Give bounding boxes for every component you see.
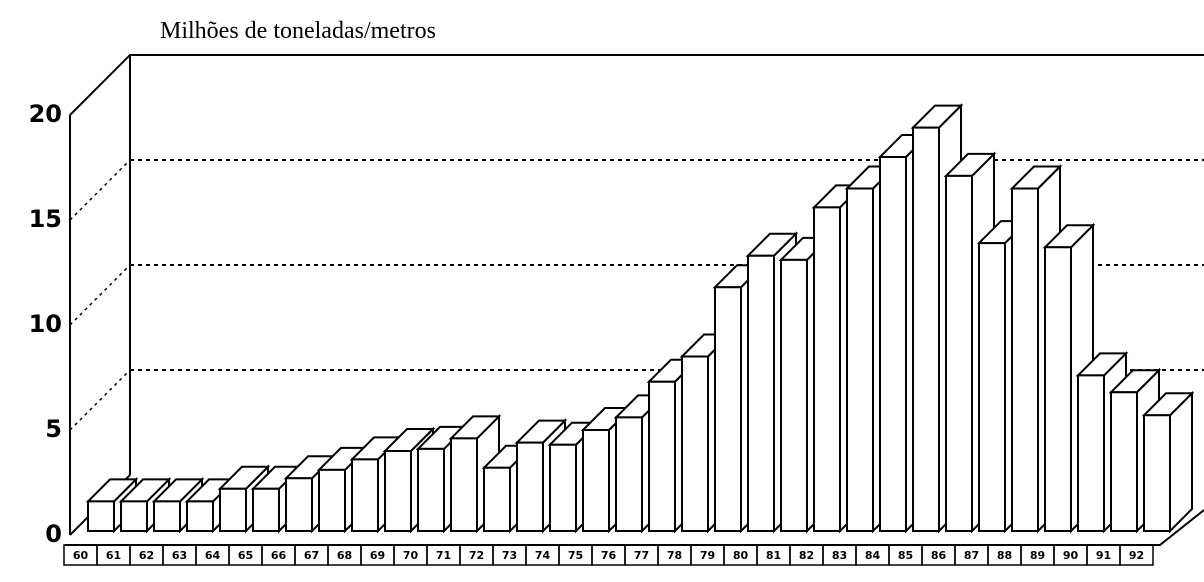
bar-front <box>1011 187 1039 532</box>
grid-line <box>69 264 131 326</box>
bar-front <box>780 258 808 532</box>
x-tick-label: 78 <box>667 549 682 562</box>
grid-line <box>69 159 131 221</box>
x-tick-label: 64 <box>205 549 221 562</box>
bar-front <box>285 477 313 532</box>
bar-front <box>516 441 544 532</box>
axis-side <box>69 54 131 116</box>
x-tick-label: 83 <box>832 549 847 562</box>
bar <box>151 476 205 534</box>
bar-front <box>912 126 940 532</box>
bar-front <box>582 429 610 532</box>
bar <box>1141 390 1195 534</box>
bar-front <box>879 156 907 532</box>
bar-front <box>714 286 742 532</box>
bar-front <box>417 447 445 532</box>
bar-front <box>219 487 247 532</box>
x-tick-label: 67 <box>304 549 319 562</box>
x-tick-label: 88 <box>997 549 1012 562</box>
bar-front <box>252 487 280 532</box>
bar-front <box>681 355 709 532</box>
x-tick-label: 73 <box>502 549 517 562</box>
x-tick-label: 77 <box>634 549 649 562</box>
bar-front <box>483 466 511 532</box>
x-tick-label: 86 <box>931 549 947 562</box>
x-tick-label: 80 <box>733 549 749 562</box>
x-tick-label: 71 <box>436 549 451 562</box>
bar-front <box>153 500 181 532</box>
bar-front <box>978 242 1006 532</box>
x-tick-label: 63 <box>172 549 187 562</box>
bar-front <box>747 254 775 532</box>
bar-front <box>846 187 874 532</box>
y-tick-label: 5 <box>45 415 62 443</box>
bar-front <box>813 206 841 532</box>
x-tick-label: 69 <box>370 549 385 562</box>
x-tick-label: 72 <box>469 549 484 562</box>
bar-front <box>615 416 643 532</box>
bar-front <box>1110 391 1138 532</box>
x-tick-label: 92 <box>1129 549 1144 562</box>
x-tick-label: 82 <box>799 549 814 562</box>
bar-front <box>384 450 412 532</box>
y-tick-label: 10 <box>29 310 62 338</box>
x-tick-label: 66 <box>271 549 287 562</box>
x-tick-label: 87 <box>964 549 979 562</box>
x-tick-label: 76 <box>601 549 617 562</box>
x-tick-label: 70 <box>403 549 419 562</box>
bar-front <box>351 458 379 532</box>
x-tick-label: 61 <box>106 549 121 562</box>
bar-front <box>1044 246 1072 532</box>
x-tick-label: 81 <box>766 549 781 562</box>
y-tick-label: 20 <box>29 100 62 128</box>
bar-front <box>648 380 676 532</box>
x-tick-label: 89 <box>1030 549 1045 562</box>
x-tick-label: 62 <box>139 549 154 562</box>
y-tick-label: 0 <box>45 520 62 548</box>
x-tick-label: 90 <box>1063 549 1079 562</box>
bar-front <box>945 174 973 532</box>
x-tick-label: 84 <box>865 549 881 562</box>
x-tick-label: 74 <box>535 549 551 562</box>
bar-front <box>87 500 115 532</box>
bar-side <box>1169 390 1193 534</box>
x-tick-label: 65 <box>238 549 253 562</box>
x-tick-label: 75 <box>568 549 583 562</box>
x-tick-label: 79 <box>700 549 715 562</box>
x-tick-label: 60 <box>73 549 89 562</box>
chart-title: Milhões de toneladas/metros <box>160 18 436 44</box>
bar-front <box>1077 374 1105 532</box>
x-tick-label: 85 <box>898 549 913 562</box>
bar-front <box>450 437 478 532</box>
bar-front <box>186 500 214 532</box>
grid-line <box>69 369 131 431</box>
bar-front <box>120 500 148 532</box>
x-tick-label: 91 <box>1096 549 1111 562</box>
y-tick-label: 15 <box>29 205 62 233</box>
x-tick-label: 68 <box>337 549 352 562</box>
bar-front <box>318 468 346 532</box>
bar-front <box>549 443 577 532</box>
category-box <box>1119 544 1154 566</box>
bar-front <box>1143 414 1171 532</box>
